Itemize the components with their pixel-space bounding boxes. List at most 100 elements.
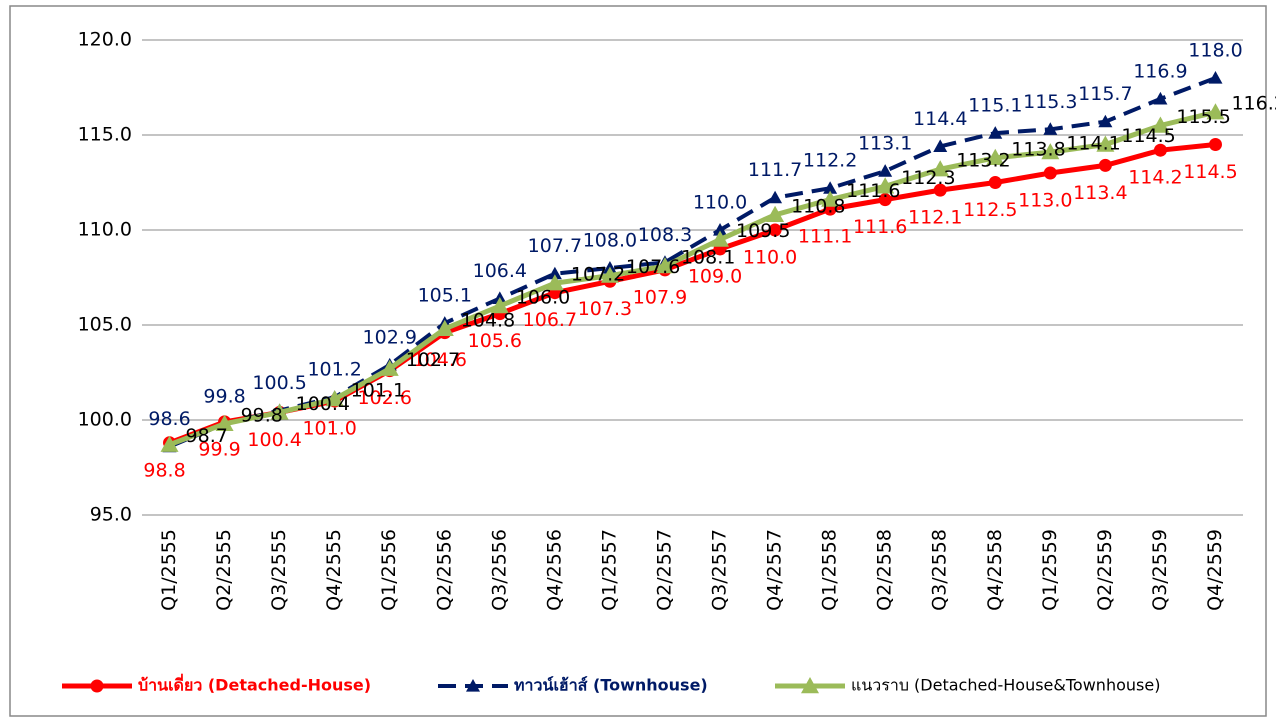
point-marker bbox=[878, 193, 892, 207]
x-tick-label: Q1/2557 bbox=[598, 529, 620, 611]
series-line bbox=[168, 76, 1217, 449]
data-label: 113.4 bbox=[1073, 182, 1127, 204]
legend-label: บ้านเดี่ยว (Detached-House) bbox=[138, 674, 371, 695]
point-marker bbox=[1153, 143, 1167, 157]
data-label: 108.3 bbox=[638, 224, 692, 246]
y-tick-label: 115.0 bbox=[78, 124, 132, 146]
point-marker bbox=[545, 274, 564, 291]
data-label: 109.0 bbox=[688, 266, 742, 288]
data-label: 101.1 bbox=[351, 380, 405, 402]
data-label: 101.2 bbox=[307, 359, 361, 381]
data-label: 100.4 bbox=[296, 393, 350, 415]
y-tick-label: 95.0 bbox=[90, 504, 132, 526]
point-marker bbox=[1096, 135, 1115, 152]
data-label: 107.3 bbox=[578, 298, 632, 320]
point-marker bbox=[270, 403, 289, 420]
data-label: 108.0 bbox=[583, 230, 637, 252]
data-label: 116.9 bbox=[1133, 60, 1187, 82]
x-tick-label: Q4/2556 bbox=[543, 529, 565, 611]
data-label: 108.1 bbox=[681, 247, 735, 269]
y-tick-label: 120.0 bbox=[78, 29, 132, 51]
point-marker bbox=[655, 257, 674, 274]
data-label: 102.7 bbox=[406, 349, 460, 371]
series-line bbox=[168, 109, 1217, 448]
data-label: 112.3 bbox=[901, 167, 955, 189]
point-marker bbox=[931, 160, 950, 177]
point-marker bbox=[1206, 103, 1225, 120]
point-marker bbox=[823, 181, 838, 194]
point-marker bbox=[1098, 158, 1112, 172]
data-label: 114.5 bbox=[1183, 161, 1237, 183]
data-label: 114.2 bbox=[1128, 167, 1182, 189]
x-tick-label: Q1/2555 bbox=[158, 529, 180, 611]
data-label: 99.8 bbox=[203, 385, 245, 407]
data-label: 104.6 bbox=[413, 349, 467, 371]
x-tick-label: Q3/2559 bbox=[1149, 529, 1171, 611]
legend-marker bbox=[466, 679, 480, 692]
data-label: 98.6 bbox=[148, 408, 190, 430]
point-marker bbox=[1043, 122, 1058, 135]
data-label: 110.0 bbox=[693, 192, 747, 214]
point-marker bbox=[1098, 114, 1113, 128]
legend-label: ทาวน์เฮ้าส์ (Townhouse) bbox=[514, 676, 708, 695]
point-marker bbox=[988, 176, 1002, 189]
point-marker bbox=[325, 390, 344, 407]
point-marker bbox=[986, 148, 1005, 165]
data-label: 116.2 bbox=[1231, 93, 1276, 115]
point-marker bbox=[1043, 166, 1057, 180]
x-tick-label: Q2/2558 bbox=[874, 529, 896, 611]
point-marker bbox=[821, 190, 840, 207]
data-label: 109.5 bbox=[736, 220, 790, 242]
x-tick-label: Q4/2557 bbox=[764, 529, 786, 611]
point-marker bbox=[1208, 138, 1222, 151]
x-tick-label: Q4/2558 bbox=[984, 529, 1006, 611]
point-marker bbox=[1208, 71, 1223, 84]
x-tick-label: Q4/2555 bbox=[323, 529, 345, 611]
data-label: 110.8 bbox=[791, 195, 845, 217]
data-label: 105.6 bbox=[468, 330, 522, 352]
point-marker bbox=[380, 359, 399, 376]
data-label: 113.8 bbox=[1011, 138, 1065, 160]
data-label: 101.0 bbox=[302, 418, 356, 440]
point-marker bbox=[1151, 116, 1170, 133]
data-label: 107.6 bbox=[626, 256, 680, 278]
y-tick-label: 100.0 bbox=[78, 409, 132, 431]
x-tick-label: Q3/2557 bbox=[709, 529, 731, 611]
legend-marker bbox=[801, 677, 819, 694]
point-marker bbox=[768, 190, 783, 204]
point-marker bbox=[711, 230, 730, 247]
data-label: 107.2 bbox=[571, 264, 625, 286]
point-marker bbox=[713, 223, 728, 236]
data-label: 100.5 bbox=[252, 372, 306, 394]
data-label: 112.2 bbox=[803, 150, 857, 172]
point-marker bbox=[766, 205, 785, 222]
data-label: 106.4 bbox=[473, 260, 527, 282]
data-label: 115.5 bbox=[1176, 106, 1230, 128]
point-marker bbox=[876, 177, 895, 194]
point-marker bbox=[878, 164, 893, 177]
data-label: 113.1 bbox=[858, 133, 912, 155]
point-marker bbox=[988, 126, 1003, 139]
data-label: 102.9 bbox=[363, 326, 417, 348]
point-marker bbox=[547, 266, 562, 280]
data-label: 98.8 bbox=[143, 459, 185, 481]
x-tick-label: Q1/2558 bbox=[819, 529, 841, 611]
point-marker bbox=[933, 139, 948, 152]
data-label: 107.9 bbox=[633, 286, 687, 308]
data-label: 114.5 bbox=[1121, 125, 1175, 147]
data-label: 111.7 bbox=[748, 159, 802, 181]
point-marker bbox=[490, 297, 509, 314]
point-marker bbox=[933, 183, 947, 197]
x-tick-label: Q3/2555 bbox=[268, 529, 290, 611]
point-marker bbox=[1153, 91, 1168, 105]
data-label: 110.0 bbox=[743, 247, 797, 269]
x-tick-label: Q3/2556 bbox=[488, 529, 510, 611]
data-label: 114.1 bbox=[1066, 133, 1120, 155]
data-label: 114.4 bbox=[913, 108, 967, 130]
data-label: 107.7 bbox=[528, 235, 582, 257]
data-label: 99.9 bbox=[198, 438, 240, 460]
point-marker bbox=[768, 223, 782, 237]
data-label: 113.2 bbox=[956, 150, 1010, 172]
data-label: 106.0 bbox=[516, 287, 570, 309]
